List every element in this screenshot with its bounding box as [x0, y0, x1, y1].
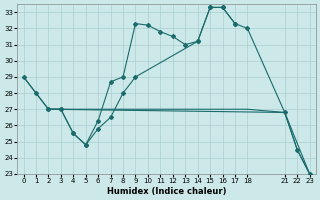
X-axis label: Humidex (Indice chaleur): Humidex (Indice chaleur): [107, 187, 226, 196]
